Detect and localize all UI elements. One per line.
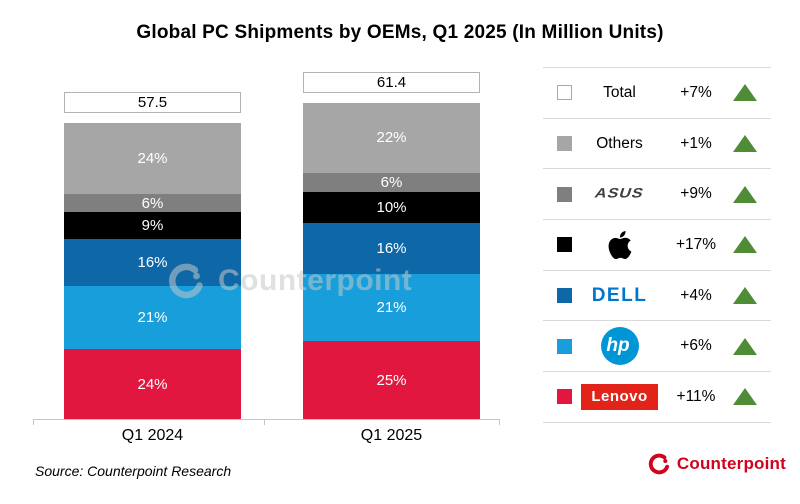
legend-row-hp: hp +6% — [543, 320, 771, 371]
legend-swatch-hp — [557, 338, 572, 354]
segment-percent-label: 6% — [141, 194, 164, 212]
segment-percent-label: 24% — [137, 375, 168, 393]
legend-label-others: Others — [596, 134, 643, 152]
trend-up-icon — [733, 337, 757, 355]
bar-segment-asus: 6% — [303, 172, 480, 192]
bar-segment-lenovo: 24% — [64, 348, 241, 420]
hp-logo: hp — [600, 327, 639, 366]
x-label-0: Q1 2024 — [121, 427, 184, 444]
brand-name: Counterpoint — [676, 454, 786, 473]
total-value-box-q1-2024: 57.5 — [64, 92, 241, 113]
legend-row-others: Others +1% — [543, 117, 771, 169]
bar-segment-hp: 21% — [64, 286, 241, 349]
trend-up-icon — [733, 185, 757, 203]
trend-up-icon — [733, 236, 757, 254]
bar-segment-apple: 10% — [303, 191, 480, 224]
legend-swatch-dell — [557, 288, 572, 304]
lenovo-logo: Lenovo — [581, 383, 658, 410]
x-label-1: Q1 2025 — [360, 427, 423, 444]
legend-row-asus: ASUS +9% — [543, 168, 771, 219]
counterpoint-c-icon — [648, 453, 669, 475]
segment-percent-label: 21% — [376, 298, 407, 316]
legend-swatch-total — [557, 85, 572, 101]
bar-segment-apple: 9% — [64, 212, 241, 239]
total-value-box-q1-2025: 61.4 — [303, 71, 480, 93]
legend-change-others: +1% — [680, 134, 712, 152]
legend-panel: Total +7% Others +1% ASUS +9% +17% — [543, 67, 771, 423]
legend-swatch-apple — [557, 237, 572, 253]
bar-column-q1-2024: 57.5 24% 6% 9% 16% 21% 24% — [64, 92, 241, 420]
segment-percent-label: 24% — [137, 150, 168, 168]
legend-change-asus: +9% — [680, 185, 712, 203]
bar-segment-dell: 16% — [303, 223, 480, 275]
bar-segment-hp: 21% — [303, 274, 480, 341]
legend-swatch-lenovo — [557, 389, 572, 405]
x-axis-tick — [264, 419, 265, 425]
legend-swatch-asus — [557, 186, 572, 202]
bar-segment-dell: 16% — [64, 238, 241, 287]
chart-title: Global PC Shipments by OEMs, Q1 2025 (In… — [136, 22, 664, 43]
segment-percent-label: 16% — [137, 254, 168, 272]
legend-row-total: Total +7% — [543, 67, 771, 118]
trend-up-icon — [733, 287, 757, 305]
x-axis-tick — [33, 419, 34, 425]
legend-label-total: Total — [603, 83, 636, 101]
trend-up-icon — [733, 388, 757, 406]
segment-percent-label: 9% — [141, 216, 164, 234]
legend-swatch-others — [557, 136, 572, 152]
bar-column-q1-2025: 61.4 22% 6% 10% 16% 21% 25% — [303, 71, 480, 420]
legend-row-dell: DELL +4% — [543, 269, 771, 321]
legend-change-hp: +6% — [680, 337, 712, 355]
stacked-bar-q1-2025: 22% 6% 10% 16% 21% 25% — [303, 102, 480, 420]
segment-percent-label: 10% — [376, 199, 407, 217]
segment-percent-label: 6% — [380, 173, 403, 191]
legend-change-total: +7% — [680, 83, 712, 101]
legend-row-lenovo: Lenovo +11% — [543, 371, 771, 422]
segment-percent-label: 22% — [376, 129, 407, 147]
bar-segment-others: 24% — [64, 123, 241, 195]
trend-up-icon — [733, 135, 757, 153]
legend-change-lenovo: +11% — [676, 387, 716, 405]
x-axis-tick — [499, 419, 500, 425]
x-axis-line — [33, 419, 500, 420]
stacked-bar-q1-2024: 24% 6% 9% 16% 21% 24% — [64, 123, 241, 420]
segment-percent-label: 25% — [376, 371, 407, 389]
dell-logo: DELL — [591, 284, 648, 306]
legend-row-apple: +17% — [543, 219, 771, 270]
legend-change-apple: +17% — [675, 235, 717, 253]
apple-logo-icon — [608, 230, 631, 259]
trend-up-icon — [733, 84, 757, 102]
counterpoint-brand-logo: Counterpoint — [647, 452, 786, 476]
bar-segment-lenovo: 25% — [303, 340, 480, 420]
bar-segment-others: 22% — [303, 102, 480, 173]
asus-logo: ASUS — [593, 186, 647, 202]
bar-segment-asus: 6% — [64, 194, 241, 213]
legend-change-dell: +4% — [680, 286, 712, 304]
segment-percent-label: 21% — [137, 308, 168, 326]
segment-percent-label: 16% — [376, 240, 407, 258]
source-note: Source: Counterpoint Research — [35, 463, 232, 479]
